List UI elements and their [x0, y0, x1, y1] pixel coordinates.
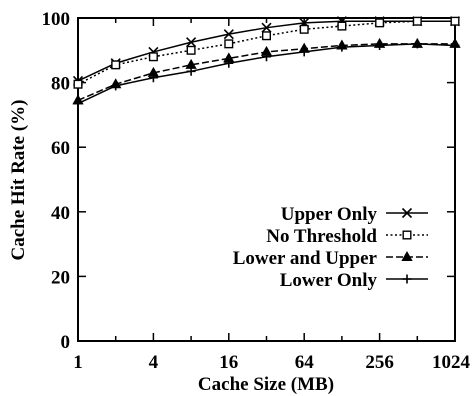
data-point-square-marker [148, 52, 158, 62]
y-tick-label: 60 [51, 138, 70, 159]
legend-label: Lower Only [280, 270, 378, 291]
axis-ticks: 0 20 40 60 80 100 1 4 16 64 256 1024 [42, 9, 471, 373]
x-tick-label: 256 [365, 352, 394, 373]
data-point-plus-marker [337, 42, 347, 52]
data-point-plus-marker [148, 73, 158, 83]
series-line [77, 20, 455, 85]
x-tick-label: 1 [73, 352, 83, 373]
data-point-square-marker [375, 18, 385, 28]
x-tick-label: 1024 [432, 352, 471, 373]
x-tick-label: 16 [219, 352, 238, 373]
legend-entry: Upper Only [281, 204, 428, 225]
y-tick-label: 80 [51, 74, 70, 95]
series-lower-and-upper [72, 37, 461, 105]
data-point-square-marker [73, 79, 83, 89]
legend-label: Lower and Upper [233, 248, 378, 269]
data-point-square-marker [412, 16, 422, 26]
legend-entry: Lower Only [280, 270, 428, 291]
data-point-plus-marker [450, 40, 460, 50]
y-tick-label: 100 [42, 9, 71, 30]
data-point-plus-marker [402, 274, 412, 284]
legend-entry: No Threshold [266, 226, 428, 247]
x-tick-label: 4 [149, 352, 159, 373]
data-point-plus-marker [224, 58, 234, 68]
series-layer [72, 16, 461, 109]
data-point-x-marker [401, 207, 413, 219]
y-tick-label: 20 [51, 267, 70, 288]
data-point-plus-marker [299, 47, 309, 57]
legend-label: Upper Only [281, 204, 378, 225]
data-point-x-marker [186, 37, 197, 48]
series-no-threshold [73, 16, 460, 89]
y-tick-label: 40 [51, 203, 70, 224]
data-point-square-marker [402, 230, 412, 240]
legend-entry: Lower and Upper [233, 248, 428, 269]
data-point-square-marker [450, 16, 460, 26]
data-point-square-marker [224, 39, 234, 49]
data-point-x-marker [223, 29, 234, 40]
data-point-square-marker [337, 21, 347, 31]
data-point-plus-marker [111, 81, 121, 91]
data-point-x-marker [261, 22, 272, 33]
x-axis-label: Cache Size (MB) [198, 374, 334, 395]
x-tick-label: 64 [295, 352, 315, 373]
data-point-square-marker [186, 45, 196, 55]
y-axis-label: Cache Hit Rate (%) [8, 100, 29, 261]
data-point-square-marker [299, 24, 309, 34]
data-point-triangle-marker [401, 250, 413, 261]
data-point-square-marker [262, 31, 272, 41]
series-lower-only [73, 39, 460, 109]
data-point-square-marker [111, 60, 121, 70]
y-tick-label: 0 [61, 332, 71, 353]
data-point-plus-marker [73, 99, 83, 109]
data-point-plus-marker [186, 66, 196, 76]
data-point-plus-marker [412, 39, 422, 49]
data-point-plus-marker [375, 40, 385, 50]
data-point-plus-marker [262, 52, 271, 62]
legend-label: No Threshold [266, 226, 377, 247]
plot-frame [77, 17, 456, 342]
